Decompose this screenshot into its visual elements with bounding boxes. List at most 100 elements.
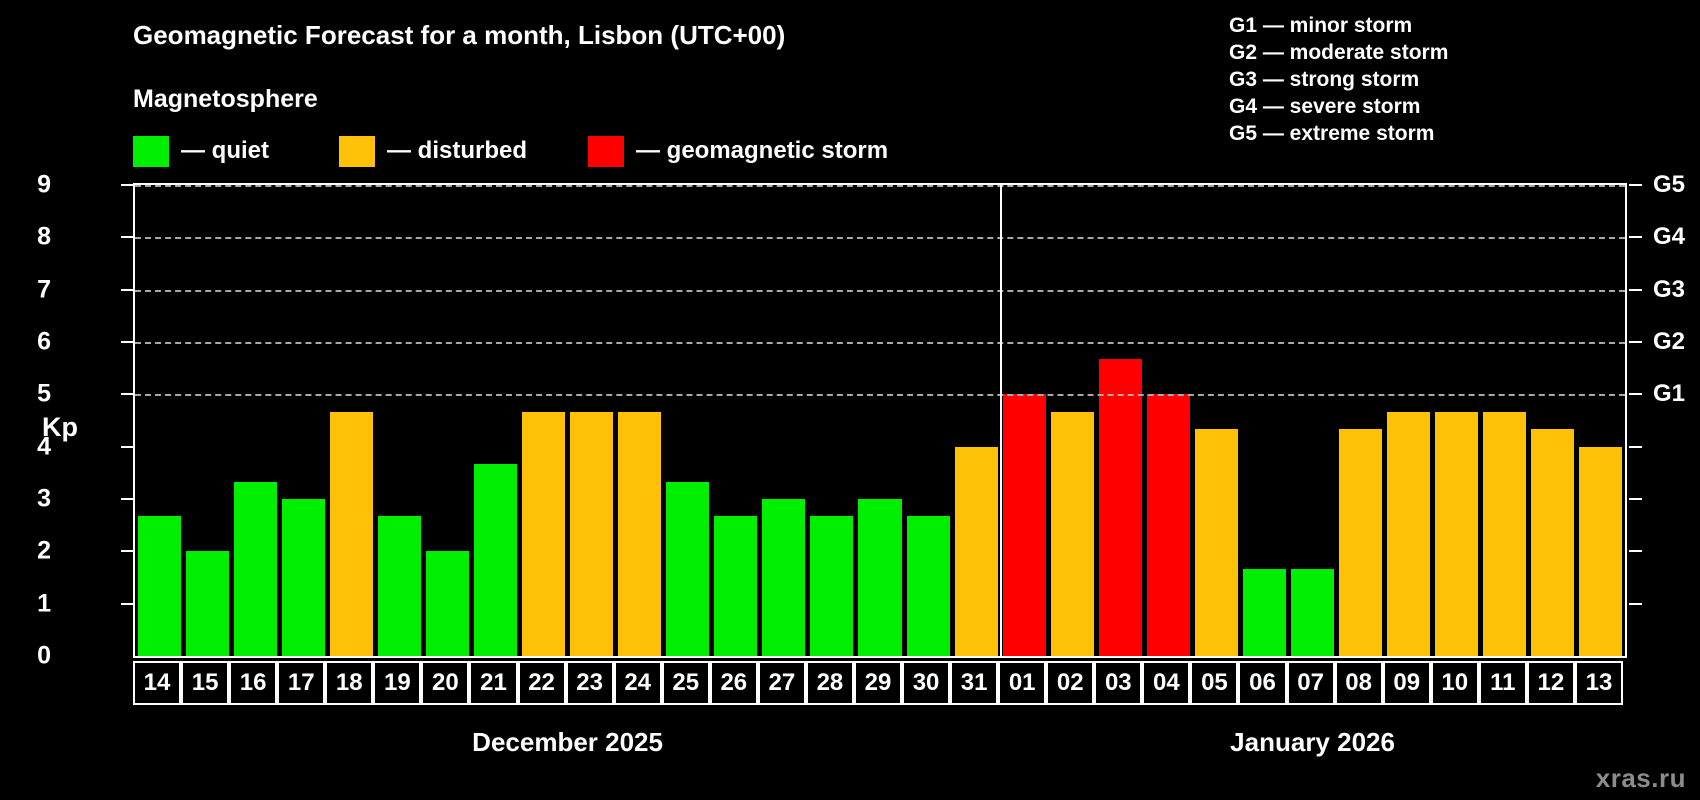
g-tick-label-G4: G4 — [1653, 223, 1686, 251]
bar-day-25 — [666, 481, 710, 656]
g-minor-tick-2 — [1629, 550, 1642, 553]
legend-swatch-storm-icon — [588, 135, 624, 167]
y-tick-label-1: 1 — [37, 589, 51, 618]
gridline-kp-5 — [135, 394, 1625, 397]
day-label-10: 10 — [1430, 661, 1479, 705]
bar-day-29 — [858, 499, 902, 656]
y-tick-mark-5 — [121, 393, 133, 396]
y-tick-label-5: 5 — [37, 379, 51, 408]
bar-day-07 — [1291, 568, 1335, 656]
day-label-31: 31 — [950, 661, 999, 705]
day-label-11: 11 — [1478, 661, 1527, 705]
day-label-02: 02 — [1046, 661, 1095, 705]
g-scale-line-3: G3 — strong storm — [1229, 68, 1420, 91]
bar-day-04 — [1146, 394, 1190, 656]
y-tick-mark-1 — [121, 602, 133, 605]
day-label-05: 05 — [1190, 661, 1239, 705]
watermark: xras.ru — [1595, 763, 1686, 793]
day-label-30: 30 — [902, 661, 951, 705]
y-tick-label-6: 6 — [37, 327, 51, 356]
y-axis-title: Kp — [42, 412, 78, 442]
day-axis: 14 15 16 17 18 19 20 21 22 23 24 25 26 27 28 29 30 31 01 02… — [133, 661, 1623, 705]
month-caption-2: January 2026 — [1230, 727, 1395, 757]
day-label-19: 19 — [373, 661, 422, 705]
g-minor-tick-3 — [1629, 498, 1642, 500]
day-label-08: 08 — [1334, 661, 1383, 705]
day-label-28: 28 — [805, 661, 854, 705]
y-tick-label-2: 2 — [37, 536, 51, 565]
legend-label-storm: — geomagnetic storm — [636, 137, 889, 164]
y-tick-mark-6 — [121, 341, 133, 343]
y-tick-label-3: 3 — [37, 484, 51, 513]
gridline-kp-9 — [135, 185, 1625, 187]
day-label-12: 12 — [1526, 661, 1575, 705]
y-tick-mark-7 — [121, 288, 133, 291]
y-tick-mark-3 — [121, 498, 133, 500]
month-divider — [1000, 185, 1003, 656]
bar-day-17 — [281, 499, 325, 656]
bar-day-31 — [954, 446, 998, 656]
y-tick-mark-2 — [121, 550, 133, 553]
g-scale-line-2: G2 — moderate storm — [1229, 41, 1449, 64]
bar-day-15 — [185, 551, 229, 656]
g-minor-tick-1 — [1629, 602, 1642, 605]
g-tick-label-G5: G5 — [1653, 171, 1686, 198]
bar-day-24 — [618, 411, 662, 656]
g-tick-label-G1: G1 — [1653, 380, 1686, 408]
day-label-18: 18 — [325, 661, 374, 705]
day-label-20: 20 — [421, 661, 470, 705]
bar-day-20 — [425, 551, 469, 656]
g-scale-legend: G1 — minor storm G2 — moderate storm G3 — … — [1229, 12, 1448, 147]
g-tick-mark-G3 — [1629, 288, 1642, 291]
bar-day-28 — [810, 516, 854, 656]
bar-day-03 — [1098, 359, 1142, 656]
legend-item-storm: — geomagnetic storm — [588, 134, 888, 168]
day-label-04: 04 — [1142, 661, 1191, 705]
y-tick-label-7: 7 — [37, 275, 51, 304]
day-label-03: 03 — [1094, 661, 1143, 705]
y-tick-label-9: 9 — [37, 170, 51, 199]
bar-day-10 — [1435, 411, 1479, 656]
y-tick-mark-4 — [121, 445, 133, 448]
g-tick-mark-G2 — [1629, 341, 1642, 343]
bar-day-30 — [906, 516, 950, 656]
bar-day-02 — [1050, 411, 1094, 656]
bar-day-09 — [1387, 411, 1431, 656]
bar-day-08 — [1339, 429, 1383, 656]
bar-day-22 — [522, 411, 566, 656]
day-label-22: 22 — [517, 661, 566, 705]
bar-day-19 — [377, 516, 421, 656]
day-label-23: 23 — [565, 661, 614, 705]
day-label-06: 06 — [1238, 661, 1287, 705]
y-tick-label-0: 0 — [37, 641, 51, 670]
day-label-29: 29 — [853, 661, 903, 705]
day-label-25: 25 — [661, 661, 710, 705]
bar-day-05 — [1194, 429, 1238, 656]
bar-day-18 — [329, 411, 373, 656]
g-tick-label-G3: G3 — [1653, 275, 1686, 303]
y-tick-mark-9 — [121, 184, 133, 186]
bar-day-11 — [1483, 411, 1527, 656]
bar-day-13 — [1579, 446, 1623, 656]
day-label-13: 13 — [1574, 661, 1623, 705]
bar-day-01 — [1002, 394, 1046, 656]
y-tick-label-4: 4 — [37, 432, 51, 461]
g-scale-line-4: G4 — severe storm — [1229, 95, 1421, 118]
gridline-kp-6 — [135, 342, 1625, 344]
bar-day-21 — [473, 463, 517, 656]
bar-day-06 — [1242, 568, 1287, 656]
g-tick-label-G2: G2 — [1653, 328, 1686, 355]
g-scale-line-1: G1 — minor storm — [1229, 14, 1413, 37]
day-label-01: 01 — [998, 661, 1047, 705]
bar-day-26 — [714, 516, 758, 656]
legend-swatch-quiet-icon — [133, 135, 169, 167]
legend-swatch-disturbed-icon — [339, 135, 375, 167]
y-tick-mark-8 — [121, 236, 133, 239]
bar-day-12 — [1531, 429, 1575, 656]
g-tick-mark-G4 — [1629, 236, 1642, 239]
day-label-16: 16 — [229, 661, 278, 705]
legend-item-quiet: — quiet — [133, 134, 269, 168]
legend-item-disturbed: — disturbed — [339, 134, 527, 168]
day-label-15: 15 — [181, 661, 230, 705]
